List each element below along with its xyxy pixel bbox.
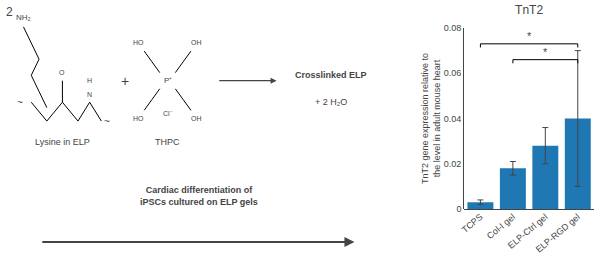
- svg-text:N: N: [87, 91, 92, 98]
- svg-text:~: ~: [104, 116, 110, 127]
- svg-text:TCPS: TCPS: [460, 212, 485, 235]
- svg-text:0.04: 0.04: [444, 114, 462, 124]
- svg-text:+ 2 H₂O: + 2 H₂O: [315, 97, 347, 107]
- svg-text:OH: OH: [191, 115, 202, 122]
- svg-text:Crosslinked ELP: Crosslinked ELP: [295, 70, 367, 80]
- svg-text:ELP-Ctrl gel: ELP-Ctrl gel: [506, 212, 550, 251]
- svg-text:0: 0: [456, 204, 461, 214]
- svg-text:NH₂: NH₂: [16, 13, 31, 22]
- svg-text:P⁺: P⁺: [164, 76, 172, 85]
- svg-text:~: ~: [17, 97, 23, 108]
- svg-text:HO: HO: [133, 115, 144, 122]
- svg-text:*: *: [527, 30, 532, 42]
- svg-text:OH: OH: [191, 39, 202, 46]
- svg-text:O: O: [59, 69, 65, 76]
- svg-text:HO: HO: [133, 39, 144, 46]
- svg-text:2: 2: [6, 5, 13, 19]
- svg-text:*: *: [543, 46, 548, 58]
- svg-text:0.08: 0.08: [444, 23, 462, 33]
- svg-text:+: +: [121, 73, 129, 89]
- svg-text:ELP-RGD gel: ELP-RGD gel: [534, 212, 582, 255]
- svg-text:TnT2 gene expression relative: TnT2 gene expression relative tothe leve…: [420, 53, 442, 184]
- svg-text:TnT2: TnT2: [515, 3, 543, 17]
- svg-text:0.06: 0.06: [444, 68, 462, 78]
- svg-text:Col-I gel: Col-I gel: [485, 212, 517, 241]
- svg-text:Cl⁻: Cl⁻: [163, 110, 173, 117]
- svg-text:0.02: 0.02: [444, 159, 462, 169]
- svg-text:H: H: [87, 77, 92, 84]
- svg-text:THPC: THPC: [155, 137, 180, 147]
- svg-text:Cardiac differentiation ofiPSC: Cardiac differentiation ofiPSCs cultured…: [140, 185, 258, 207]
- svg-text:Lysine in ELP: Lysine in ELP: [35, 137, 90, 147]
